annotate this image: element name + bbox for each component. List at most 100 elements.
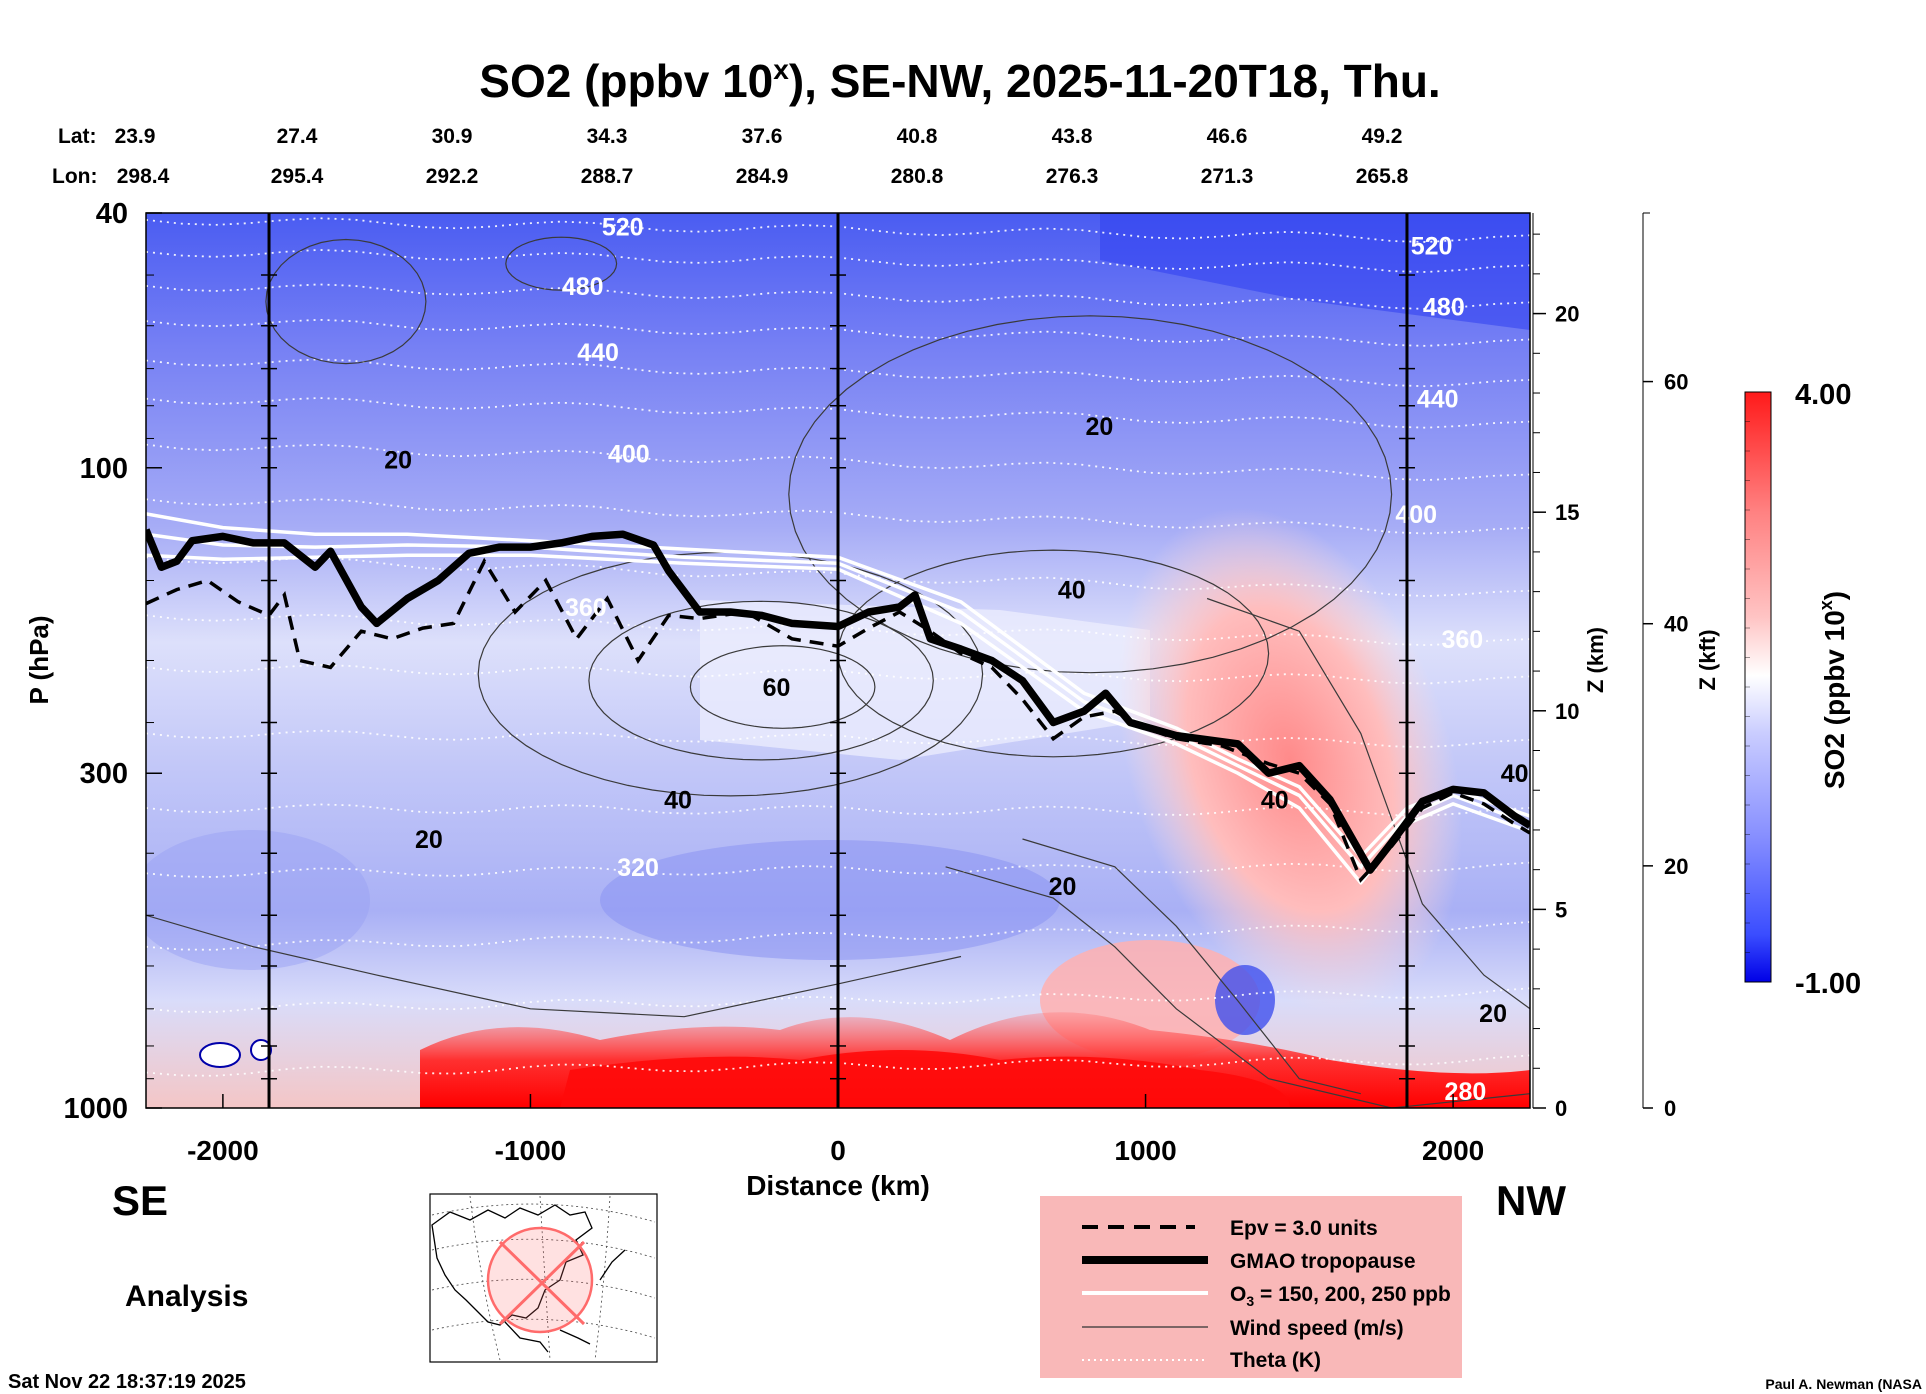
wind-isotach: [945, 866, 1530, 1108]
wind-isotach: [1206, 597, 1530, 1010]
theta-label: 360: [565, 594, 607, 622]
lat-value: 43.8: [1052, 125, 1093, 148]
legend-wind-label: Wind speed (m/s): [1230, 1317, 1404, 1340]
x-tick-label: 1000: [1114, 1135, 1176, 1166]
title-suffix: ), SE-NW, 2025-11-20T18, Thu.: [789, 55, 1441, 107]
lon-value: 280.8: [891, 165, 944, 188]
wind-label: 40: [1261, 787, 1289, 815]
legend-ozone-prefix: O: [1230, 1283, 1246, 1306]
inset-map-section-line: [498, 1240, 586, 1326]
legend-ozone-label: O3 = 150, 200, 250 ppb: [1230, 1283, 1451, 1309]
timestamp: Sat Nov 22 18:37:19 2025: [8, 1371, 246, 1393]
y-axis-label: P (hPa): [24, 615, 54, 704]
theta-contour-labels: 520 480 440 400 360 320 520 480 440 400 360 280: [562, 214, 1486, 1106]
p-tick-label: 100: [80, 453, 128, 485]
lon-value: 265.8: [1356, 165, 1409, 188]
so2-blue-lobe: [146, 830, 370, 970]
wind-label: 20: [415, 826, 443, 854]
so2-blue-region-upper-nw: [1100, 213, 1530, 330]
lon-value: 298.4: [117, 165, 170, 188]
lon-values: 298.4 295.4 292.2 288.7 284.9 280.8 276.3 271.3…: [117, 165, 1409, 188]
colorbar-ticks: [1745, 391, 1750, 983]
ozone-contour-150: [146, 512, 1530, 859]
so2-red-plume: [1117, 507, 1463, 1013]
wind-label: 40: [664, 787, 692, 815]
theta-label: 280: [1445, 1078, 1487, 1106]
legend: Epv = 3.0 units GMAO tropopause O3 = 150…: [1040, 1196, 1462, 1378]
wind-isotach: [788, 315, 1393, 674]
theta-label: 360: [1441, 626, 1483, 654]
z-km-axis-label: Z (km): [1583, 627, 1608, 693]
theta-label: 520: [602, 214, 644, 242]
lon-value: 292.2: [426, 165, 479, 188]
gmao-tropopause-line: [146, 528, 1530, 874]
wind-label: 60: [763, 674, 791, 702]
theta-label: 400: [1395, 501, 1437, 529]
colorbar-label-suffix: ): [1819, 591, 1850, 600]
lat-value: 23.9: [115, 125, 156, 148]
p-tick-label: 1000: [63, 1093, 128, 1125]
so2-white-pocket: [199, 1042, 241, 1068]
ozone-contour-200: [146, 532, 1530, 869]
theta-label: 480: [1423, 294, 1465, 322]
legend-tropopause-label: GMAO tropopause: [1230, 1250, 1416, 1273]
wind-label: 20: [384, 446, 412, 474]
p-tick-label: 40: [96, 198, 128, 230]
z-km-tick-label: 15: [1555, 500, 1579, 525]
legend-theta-label: Theta (K): [1230, 1349, 1321, 1372]
z-km-axis: 0 5 10 15 20: [1532, 213, 1579, 1121]
so2-surface-red-core: [560, 1050, 1290, 1108]
lon-value: 276.3: [1046, 165, 1099, 188]
x-axis-label: Distance (km): [746, 1170, 930, 1201]
x-tick-label: -1000: [495, 1135, 567, 1166]
wind-label: 40: [1501, 760, 1529, 788]
so2-white-pocket: [250, 1039, 272, 1061]
vertical-marker-lines: [261, 213, 1415, 1108]
theta-label: 400: [608, 441, 650, 469]
wind-isotach: [505, 236, 618, 291]
wind-label: 40: [1058, 577, 1086, 605]
right-direction-label: NW: [1496, 1177, 1566, 1224]
chart-title: SO2 (ppbv 10x), SE-NW, 2025-11-20T18, Th…: [479, 54, 1440, 107]
wind-label: 20: [1479, 1000, 1507, 1028]
colorbar-label-exponent: x: [1816, 600, 1836, 610]
lat-value: 40.8: [897, 125, 938, 148]
z-kft-tick-label: 60: [1664, 370, 1688, 395]
title-prefix: SO2 (ppbv 10: [479, 55, 773, 107]
theta-label: 440: [1417, 386, 1459, 414]
z-km-tick-label: 5: [1555, 897, 1567, 922]
legend-ozone-subscript: 3: [1246, 1293, 1254, 1309]
p-tick-label: 300: [80, 758, 128, 790]
lat-value: 49.2: [1362, 125, 1403, 148]
left-direction-label: SE: [112, 1177, 168, 1224]
wind-isotach: [588, 600, 934, 761]
wind-contour-labels: 20 20 40 60 40 20 20 40 40 20: [384, 413, 1528, 1028]
title-exponent: x: [773, 54, 789, 85]
theta-label: 480: [562, 273, 604, 301]
lon-value: 288.7: [581, 165, 634, 188]
wind-isotach: [1022, 838, 1361, 1095]
z-kft-tick-label: 20: [1664, 854, 1688, 879]
inset-map-coastlines: [431, 1204, 626, 1353]
lat-value: 46.6: [1207, 125, 1248, 148]
x-tick-label: 2000: [1422, 1135, 1484, 1166]
so2-blue-lobe: [600, 840, 1060, 960]
colorbar-min-label: -1.00: [1795, 968, 1861, 1000]
theta-label: 520: [1411, 233, 1453, 261]
so2-blue-pocket: [1215, 965, 1275, 1035]
z-kft-tick-label: 40: [1664, 612, 1688, 637]
wind-label: 20: [1049, 873, 1077, 901]
wind-isotachs: [146, 236, 1530, 1108]
lat-values: 23.9 27.4 30.9 34.3 37.6 40.8 43.8 46.6 49.2: [115, 125, 1403, 148]
lon-label: Lon:: [52, 165, 97, 188]
x-tick-label: 0: [830, 1135, 846, 1166]
pressure-axis: 1000 300 100 40: [63, 198, 162, 1125]
inset-map-frame: [429, 1193, 658, 1363]
colorbar-max-label: 4.00: [1795, 379, 1851, 411]
credit: Paul A. Newman (NASA: [1765, 1376, 1922, 1392]
wind-isotach: [477, 551, 984, 797]
analysis-label: Analysis: [125, 1280, 248, 1313]
colorbar-label-prefix: SO2 (ppbv 10: [1819, 610, 1850, 789]
lon-value: 295.4: [271, 165, 324, 188]
